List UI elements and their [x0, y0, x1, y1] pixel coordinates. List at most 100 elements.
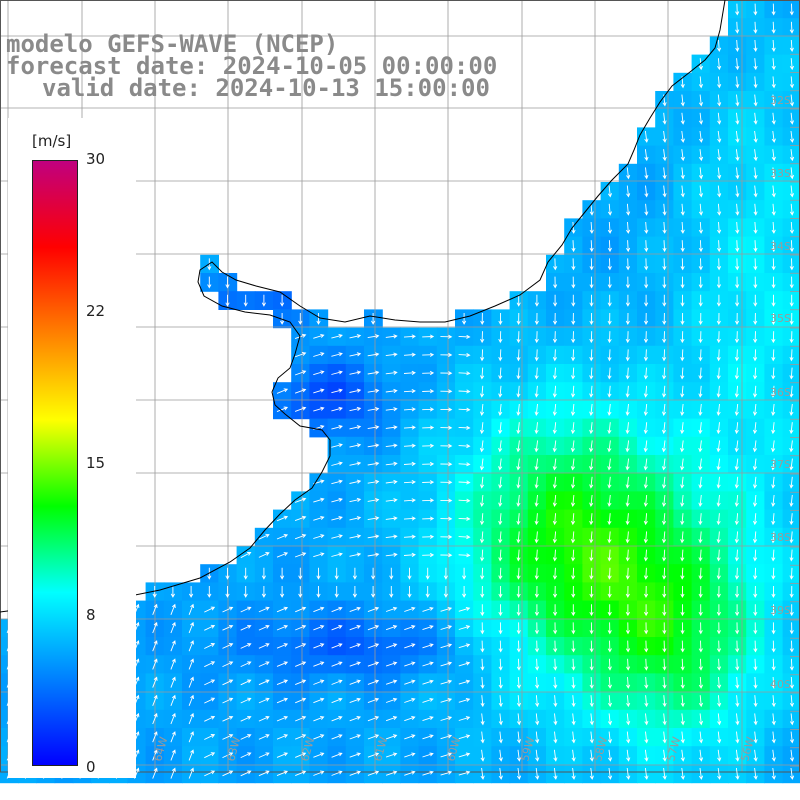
- wind-arrow: [753, 731, 758, 744]
- wind-arrow: [716, 458, 721, 471]
- wind-arrow: [698, 622, 703, 635]
- wind-arrow: [498, 713, 503, 726]
- wind-arrow: [607, 349, 612, 362]
- wind-arrow: [717, 112, 722, 125]
- wind-arrow: [753, 585, 758, 598]
- wind-arrow: [680, 549, 685, 562]
- wind-arrow: [789, 622, 794, 635]
- wind-arrow: [403, 352, 416, 357]
- lon-label: 56W: [738, 735, 757, 763]
- wind-arrow: [553, 276, 558, 289]
- wind-arrow: [276, 533, 289, 540]
- wind-arrow: [334, 586, 339, 598]
- wind-arrow: [258, 734, 270, 740]
- wind-arrow: [662, 713, 667, 726]
- wind-arrow: [716, 312, 721, 325]
- wind-arrow: [644, 240, 649, 253]
- wind-arrow: [422, 352, 435, 357]
- wind-arrow: [479, 403, 485, 416]
- wind-arrow: [261, 294, 266, 307]
- wind-arrow: [458, 553, 471, 558]
- wind-arrow: [243, 567, 248, 580]
- wind-arrow: [680, 349, 685, 362]
- wind-arrow: [716, 513, 721, 526]
- wind-arrow: [753, 312, 758, 325]
- wind-arrow: [516, 749, 522, 762]
- wind-arrow: [698, 76, 704, 89]
- wind-arrow: [403, 479, 416, 485]
- wind-arrow: [422, 461, 435, 467]
- wind-arrow: [716, 476, 721, 489]
- wind-arrow: [698, 494, 703, 507]
- wind-arrow: [589, 422, 594, 435]
- wind-arrow: [589, 513, 594, 526]
- wind-arrow: [389, 586, 394, 598]
- wind-arrow: [367, 443, 380, 448]
- wind-arrow: [607, 567, 612, 580]
- wind-arrow: [498, 422, 503, 435]
- wind-arrow: [753, 567, 758, 580]
- wind-arrow: [367, 679, 380, 685]
- wind-arrow: [458, 734, 471, 740]
- wind-arrow: [440, 407, 453, 412]
- wind-arrow: [698, 258, 703, 271]
- wind-arrow: [753, 349, 758, 362]
- wind-arrow: [661, 513, 667, 526]
- wind-arrow: [313, 770, 325, 776]
- wind-arrow: [498, 567, 503, 580]
- wind-arrow: [734, 440, 739, 453]
- wind-arrow: [626, 731, 631, 744]
- wind-arrow: [349, 534, 362, 539]
- wind-arrow: [440, 606, 453, 612]
- wind-arrow: [589, 622, 594, 635]
- wind-arrow: [698, 604, 703, 617]
- wind-arrow: [643, 476, 648, 489]
- wind-arrow: [625, 422, 630, 435]
- wind-arrow: [680, 749, 685, 762]
- wind-arrow: [367, 625, 380, 631]
- wind-arrow: [422, 334, 435, 339]
- wind-arrow: [626, 167, 631, 180]
- wind-arrow: [570, 367, 576, 380]
- wind-arrow: [643, 403, 648, 416]
- wind-arrow: [331, 425, 343, 430]
- wind-arrow: [571, 585, 576, 598]
- wind-arrow: [607, 476, 612, 489]
- wind-arrow: [680, 367, 685, 380]
- wind-arrow: [480, 695, 485, 708]
- wind-arrow: [789, 130, 795, 143]
- wind-arrow: [589, 713, 594, 726]
- wind-arrow: [349, 516, 362, 521]
- wind-arrow: [371, 567, 376, 580]
- lon-label: 58W: [591, 735, 610, 763]
- wind-arrow: [498, 440, 503, 453]
- wind-arrow: [458, 462, 471, 467]
- wind-arrow: [349, 443, 362, 448]
- wind-arrow: [534, 422, 539, 435]
- wind-arrow: [698, 531, 703, 544]
- lat-label: 37S: [770, 458, 791, 471]
- wind-arrow: [789, 331, 794, 344]
- wind-arrow: [516, 585, 521, 598]
- wind-arrow: [589, 549, 594, 562]
- wind-arrow: [643, 331, 649, 344]
- wind-arrow: [680, 422, 685, 435]
- wind-arrow: [553, 731, 558, 744]
- wind-arrow: [625, 331, 630, 344]
- wind-arrow: [258, 697, 270, 704]
- wind-arrow: [552, 422, 557, 435]
- wind-arrow: [771, 422, 776, 435]
- wind-arrow: [404, 752, 416, 758]
- wind-arrow: [716, 403, 721, 416]
- wind-arrow: [479, 458, 485, 471]
- wind-arrow: [680, 531, 685, 544]
- wind-arrow: [771, 167, 776, 180]
- wind-arrow: [516, 695, 522, 708]
- wind-arrow: [571, 731, 576, 744]
- wind-arrow: [440, 443, 453, 448]
- wind-arrow: [385, 734, 398, 740]
- wind-arrow: [535, 658, 540, 671]
- wind-arrow: [349, 352, 362, 357]
- wind-arrow: [752, 513, 758, 526]
- wind-arrow: [680, 640, 685, 653]
